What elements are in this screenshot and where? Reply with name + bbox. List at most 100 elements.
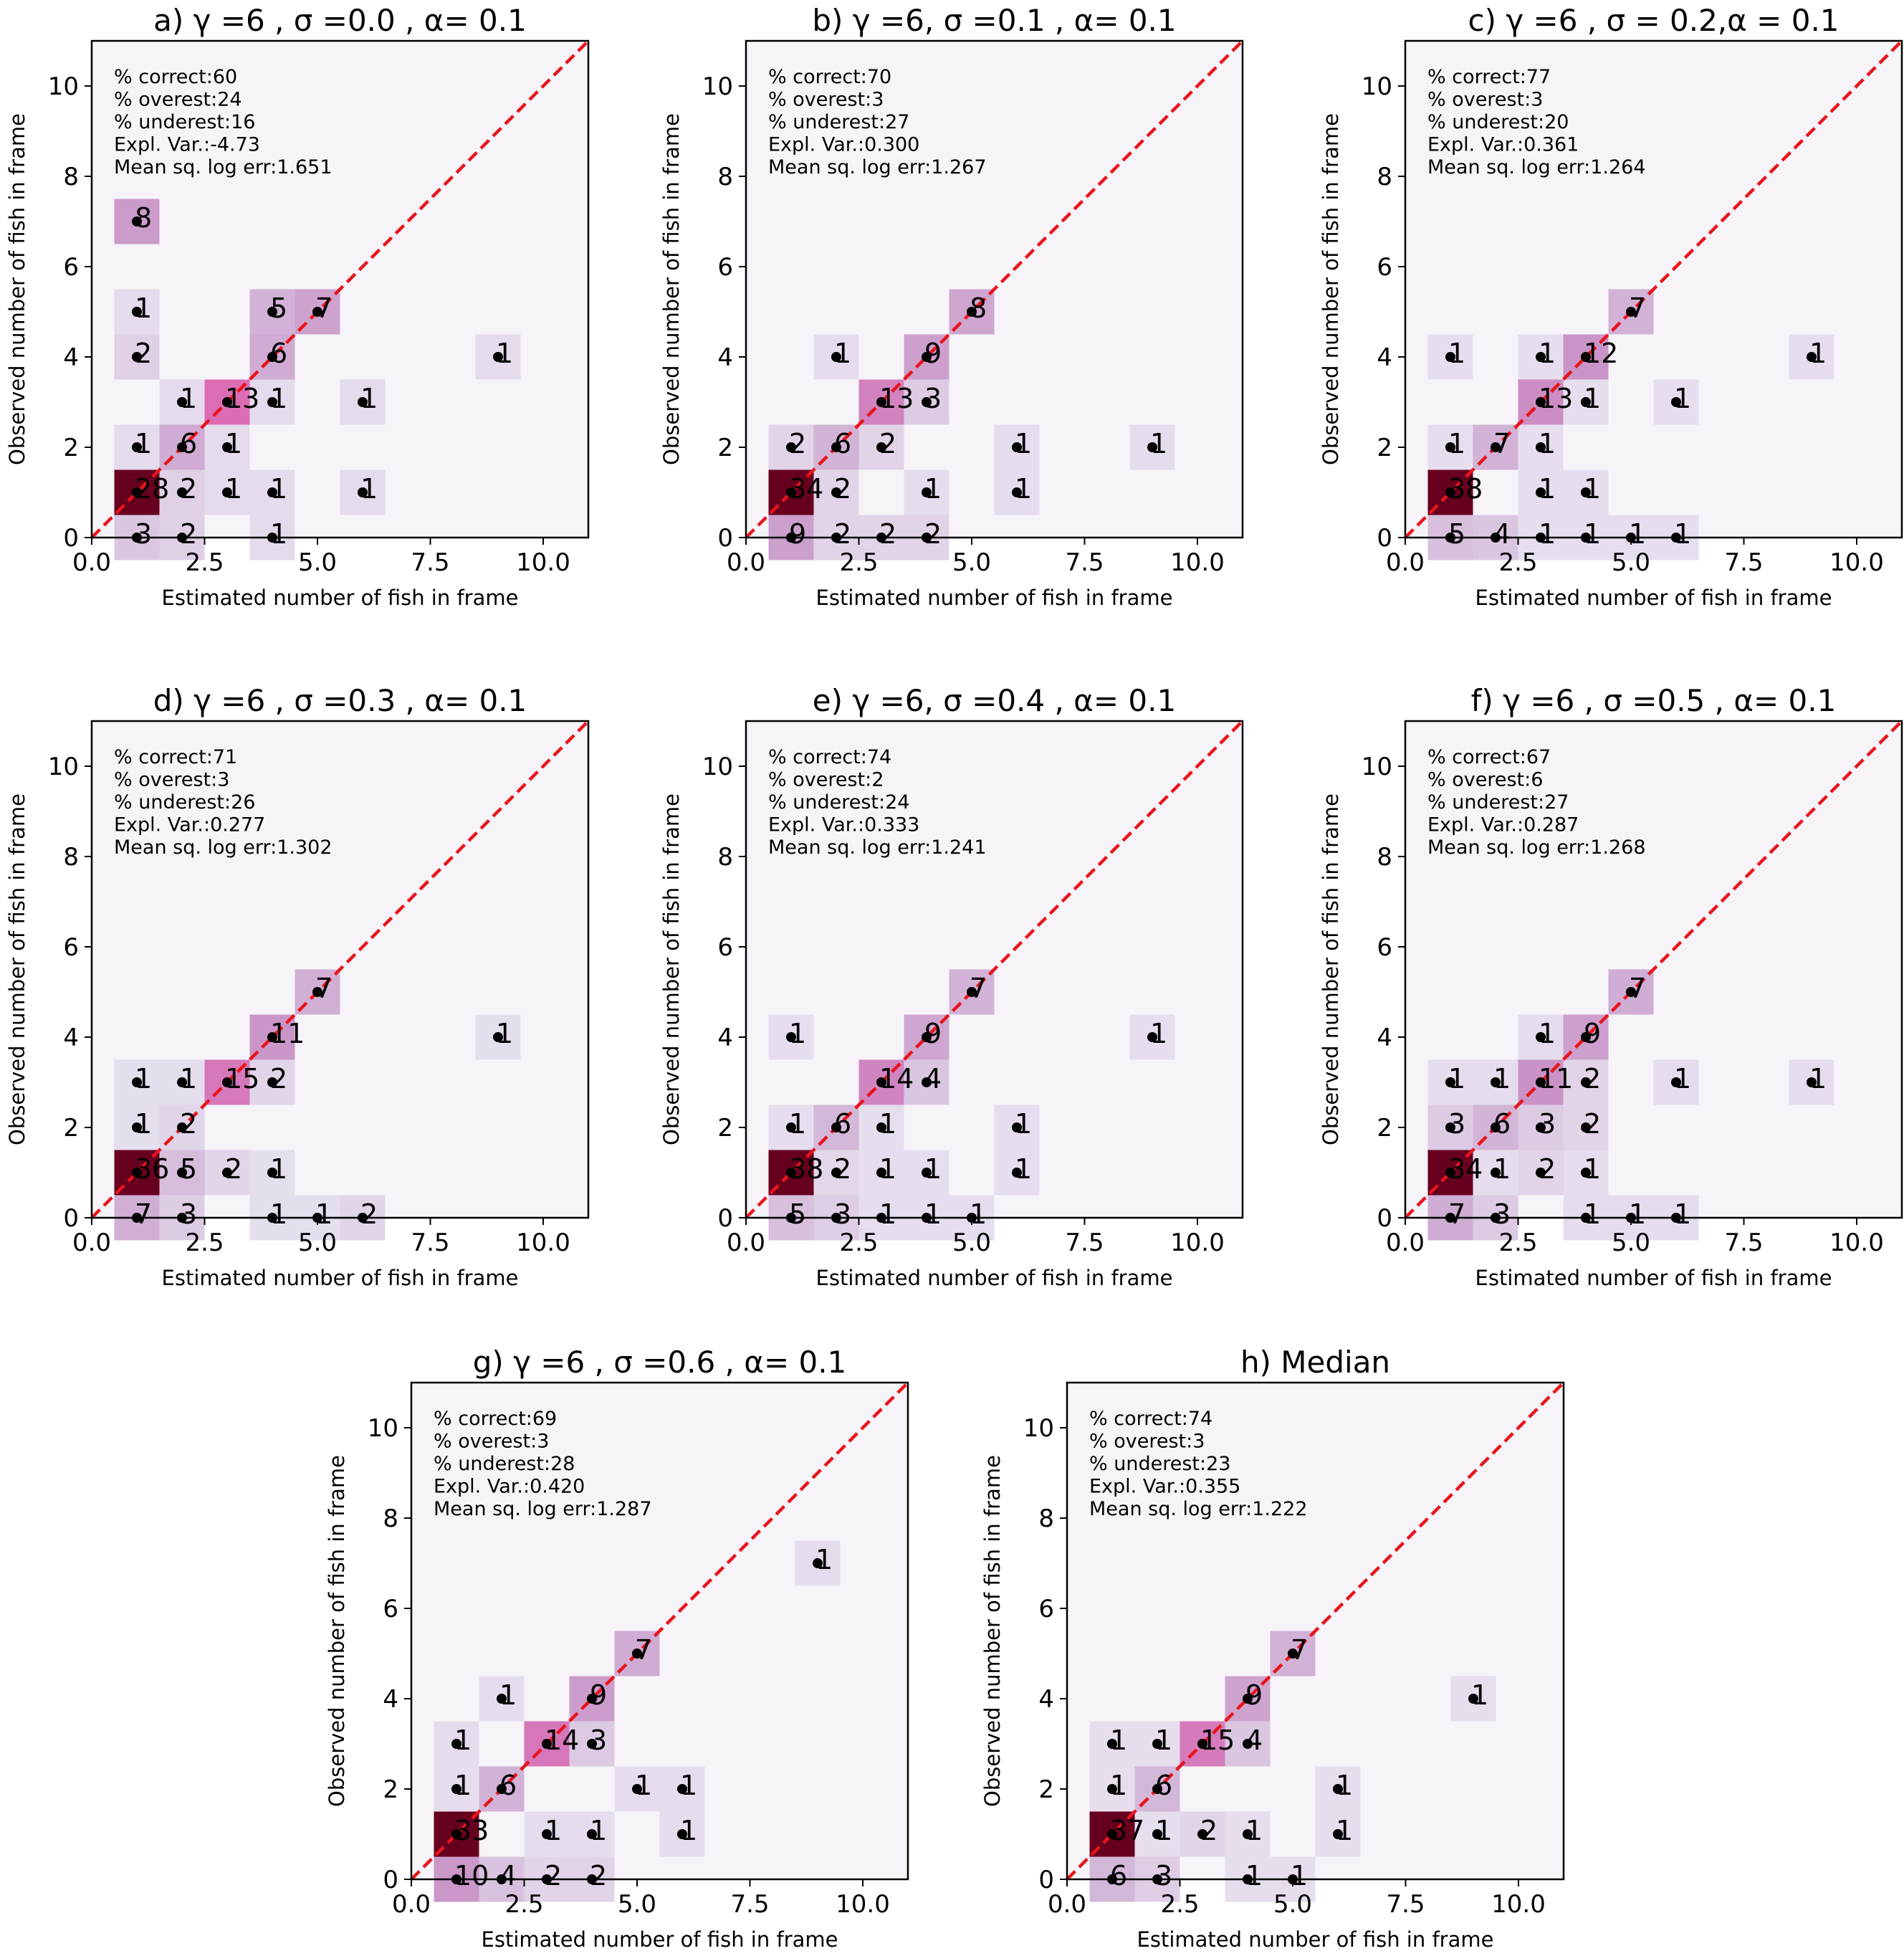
- count-label: 1: [135, 428, 152, 459]
- reference-line: [90, 39, 590, 539]
- count-label: 1: [135, 292, 152, 324]
- data-point: [132, 307, 142, 317]
- x-tick-label: 10.0: [1170, 1229, 1225, 1257]
- count-label: 1: [1448, 428, 1465, 459]
- data-point: [1581, 1077, 1591, 1087]
- data-point: [587, 1739, 597, 1749]
- data-point: [1626, 307, 1636, 317]
- count-label: 1: [1493, 1063, 1511, 1094]
- data-point: [222, 442, 232, 452]
- count-label: 5: [789, 1198, 806, 1230]
- count-label: 6: [1155, 1770, 1172, 1801]
- subplot-title: h) Median: [1240, 1345, 1390, 1380]
- data-point: [1147, 442, 1157, 452]
- axes-frame: [1066, 1381, 1565, 1881]
- data-point: [132, 1168, 142, 1178]
- axes-frame: [745, 720, 1244, 1219]
- count-label: 1: [1809, 1063, 1827, 1094]
- count-label: 2: [924, 518, 942, 550]
- count-label: 1: [680, 1770, 697, 1801]
- count-label: 2: [834, 473, 851, 505]
- count-label: 15: [1200, 1724, 1235, 1756]
- subplot-title: g) γ =6 , σ =0.6 , α= 0.1: [473, 1345, 847, 1380]
- data-point: [493, 1032, 503, 1042]
- stats-text: % overest:3: [768, 89, 884, 111]
- count-label: 6: [1110, 1860, 1127, 1891]
- data-point: [831, 1122, 841, 1132]
- count-label: 2: [834, 518, 851, 550]
- data-point: [922, 352, 932, 362]
- y-tick-label: 6: [717, 933, 733, 962]
- data-point: [786, 1032, 796, 1042]
- y-axis-label: Observed number of fish in frame: [325, 1455, 349, 1807]
- count-label: 1: [789, 1108, 806, 1140]
- stats-text: % correct:70: [768, 66, 891, 88]
- data-point: [1243, 1739, 1253, 1749]
- reference-line: [90, 720, 590, 1219]
- stats-text: % correct:74: [768, 746, 891, 768]
- x-axis-label: Estimated number of fish in frame: [162, 586, 519, 610]
- x-tick-label: 5.0: [298, 548, 337, 577]
- data-point: [1581, 397, 1591, 407]
- count-label: 1: [1015, 428, 1032, 459]
- data-point: [1536, 1032, 1546, 1042]
- count-label: 1: [135, 1108, 152, 1140]
- data-point: [1445, 1077, 1455, 1087]
- count-label: 1: [879, 1198, 896, 1230]
- y-axis-label: Observed number of fish in frame: [1319, 793, 1343, 1145]
- count-label: 2: [1539, 1153, 1556, 1185]
- subplot: 34 2 1 19 2 2 22 6 2 1 113 31 980.0 2.5 5.0 7.5 10.00246…: [659, 3, 1244, 610]
- y-tick-label: 2: [717, 434, 733, 462]
- count-label: 4: [924, 1063, 942, 1094]
- count-label: 1: [496, 338, 513, 369]
- count-label: 1: [1674, 1063, 1691, 1094]
- data-point: [1536, 1168, 1546, 1178]
- y-tick-label: 4: [1038, 1685, 1054, 1714]
- count-label: 6: [270, 338, 287, 369]
- data-point: [493, 352, 503, 362]
- data-point: [1333, 1784, 1343, 1794]
- count-label: 1: [1584, 383, 1601, 414]
- y-tick-label: 0: [1038, 1866, 1054, 1894]
- data-point: [1671, 1077, 1681, 1087]
- y-axis-label: Observed number of fish in frame: [659, 113, 684, 465]
- y-tick-label: 8: [1377, 163, 1392, 191]
- data-point: [267, 1168, 277, 1178]
- count-label: 1: [270, 518, 287, 550]
- count-label: 1: [924, 1198, 942, 1230]
- count-label: 9: [590, 1679, 607, 1711]
- y-tick-label: 6: [383, 1595, 398, 1623]
- count-label: 3: [1155, 1860, 1172, 1891]
- stats-text: % overest:3: [1089, 1431, 1205, 1453]
- count-label: 2: [1584, 1063, 1601, 1094]
- count-label: 2: [789, 428, 806, 459]
- y-tick-label: 0: [1377, 524, 1392, 553]
- count-label: 1: [1155, 1724, 1172, 1756]
- count-label: 7: [1629, 973, 1646, 1004]
- count-label: 1: [180, 383, 197, 414]
- x-tick-label: 2.5: [185, 1229, 224, 1257]
- stats-text: Mean sq. log err:1.264: [1427, 156, 1646, 178]
- data-point: [1012, 487, 1022, 497]
- y-tick-label: 2: [1377, 434, 1392, 462]
- count-label: 5: [180, 1153, 197, 1185]
- data-point: [1581, 1122, 1591, 1132]
- stats-text: % overest:24: [114, 89, 242, 111]
- y-tick-label: 6: [1038, 1595, 1054, 1623]
- y-tick-label: 10: [702, 753, 733, 781]
- count-label: 4: [1245, 1724, 1263, 1756]
- count-label: 7: [135, 1198, 152, 1230]
- subplot: 28 2 1 1 13 2 11 6 11 13 1 12 6 11 5 780.0 2.5 5.0 7.5 10.0…: [5, 3, 590, 610]
- data-point: [922, 397, 932, 407]
- stats-text: % overest:6: [1427, 769, 1543, 791]
- data-point: [1491, 1168, 1501, 1178]
- data-point: [1445, 1168, 1455, 1178]
- x-tick-label: 5.0: [1273, 1890, 1312, 1919]
- count-label: 9: [924, 338, 942, 369]
- stats-text: Expl. Var.:0.300: [768, 134, 919, 156]
- count-label: 33: [454, 1815, 489, 1846]
- stats-text: % correct:60: [114, 66, 237, 88]
- data-point: [132, 352, 142, 362]
- count-label: 1: [1584, 473, 1601, 505]
